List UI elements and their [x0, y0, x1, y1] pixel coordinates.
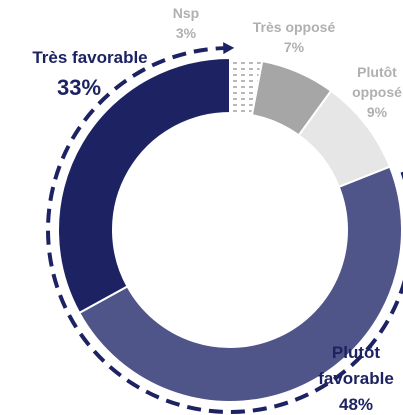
- label-nsp-name: Nsp: [173, 5, 199, 21]
- arrow-head-icon: [223, 42, 235, 55]
- slice-tres-favorable: [57, 56, 231, 315]
- slice-plutot-favorable: [77, 165, 403, 404]
- label-plutot-favorable-line2: favorable: [318, 369, 394, 388]
- label-plutot-oppose-value: 9%: [367, 104, 388, 120]
- label-plutot-favorable-value: 48%: [339, 395, 373, 414]
- label-plutot-favorable-line1: Plutôt: [332, 343, 380, 362]
- label-plutot-oppose-line1: Plutôt: [357, 64, 397, 80]
- label-plutot-oppose-line2: opposé: [352, 84, 402, 100]
- label-tres-oppose-name: Très opposé: [253, 19, 336, 35]
- label-tres-favorable-name: Très favorable: [32, 48, 147, 67]
- label-nsp-value: 3%: [176, 25, 197, 41]
- label-tres-favorable-value: 33%: [57, 75, 101, 100]
- label-tres-oppose-value: 7%: [284, 39, 305, 55]
- favorable-dashed-arc: [46, 46, 403, 414]
- slices-group: [57, 56, 403, 404]
